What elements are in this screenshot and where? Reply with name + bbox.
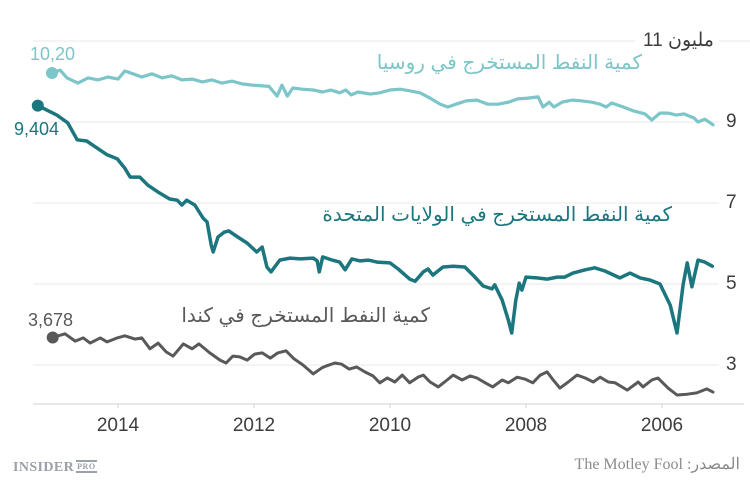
series-label-canada: كمية النفط المستخرج في كندا [181, 305, 430, 327]
y-axis-tick-label-9: 9 [726, 111, 737, 132]
source-credit: المصدر: The Motley Fool [574, 456, 740, 473]
start-value-label-united-states: 9,404 [14, 119, 60, 139]
series-line-united-states [36, 103, 715, 335]
x-axis-tick-label-2012: 2012 [232, 415, 276, 436]
series-label-united-states: كمية النفط المستخرج في الولايات المتحدة [322, 204, 672, 226]
logo-text-pro: PRO [76, 460, 97, 473]
start-value-label-russia: 10,20 [30, 44, 76, 64]
series-label-russia: كمية النفط المستخرج في روسيا [376, 52, 642, 74]
series-start-dot-canada [46, 331, 59, 344]
y-axis-tick-label-7: 7 [726, 192, 737, 213]
series-start-dot-russia [46, 67, 58, 79]
insider-pro-logo: INSIDER PRO [13, 460, 97, 476]
y-axis-tick-label-3: 3 [726, 354, 737, 375]
x-axis-tick-label-2006: 2006 [640, 415, 684, 436]
x-axis-tick-label-2010: 2010 [368, 415, 412, 436]
series-start-dot-united-states [31, 99, 44, 112]
x-axis-tick-label-2014: 2014 [96, 415, 140, 436]
series-line-russia [50, 68, 715, 127]
start-value-label-canada: 3,678 [28, 310, 74, 330]
x-axis-tick-label-2008: 2008 [504, 415, 548, 436]
y-axis-top-tick-label: 11 مليون [635, 30, 719, 52]
logo-text-insider: INSIDER [13, 460, 75, 475]
y-axis-tick-label-5: 5 [726, 273, 737, 294]
series-line-canada [51, 332, 715, 397]
